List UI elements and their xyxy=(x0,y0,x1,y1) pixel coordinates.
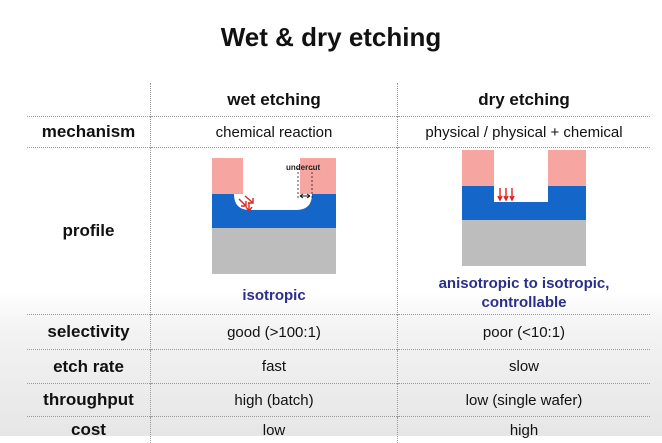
isotropic-arrow-icon xyxy=(239,199,246,206)
column-header-dry: dry etching xyxy=(398,83,651,117)
wet-substrate xyxy=(212,228,336,274)
row-label-profile: profile xyxy=(27,148,151,315)
dry-selectivity: poor (<10:1) xyxy=(398,315,651,350)
header-empty-cell xyxy=(27,83,151,117)
dry-caption-line1: anisotropic to isotropic, xyxy=(398,274,650,293)
dry-etch-rate: slow xyxy=(398,350,651,384)
wet-selectivity: good (>100:1) xyxy=(151,315,398,350)
table-row: etch rate fast slow xyxy=(27,350,650,384)
dry-film-layer xyxy=(462,186,586,220)
dry-mechanism: physical / physical + chemical xyxy=(398,117,651,148)
row-label-etch-rate: etch rate xyxy=(27,350,151,384)
dry-mask-right xyxy=(548,150,586,186)
table-row: throughput high (batch) low (single wafe… xyxy=(27,384,650,417)
wet-profile-caption: isotropic xyxy=(151,286,397,305)
table-row: profile undercut isotropic xyxy=(27,148,650,315)
wet-etch-profile-diagram: undercut xyxy=(212,158,336,274)
row-label-cost: cost xyxy=(27,417,151,443)
comparison-table: wet etching dry etching mechanism chemic… xyxy=(27,83,650,443)
dry-throughput: low (single wafer) xyxy=(398,384,651,417)
anisotropic-arrow-icon xyxy=(504,188,508,200)
isotropic-arrow-icon xyxy=(246,203,252,211)
dry-etch-profile-diagram xyxy=(462,150,586,266)
undercut-arrow-icon xyxy=(300,194,310,198)
wet-cost: low xyxy=(151,417,398,443)
anisotropic-arrow-icon xyxy=(510,188,514,200)
wet-throughput: high (batch) xyxy=(151,384,398,417)
column-header-wet: wet etching xyxy=(151,83,398,117)
dry-cost: high xyxy=(398,417,651,443)
dry-profile-caption: anisotropic to isotropic, controllable xyxy=(398,274,650,312)
wet-mask-left xyxy=(212,158,243,194)
dry-caption-line2: controllable xyxy=(398,293,650,312)
table-row: selectivity good (>100:1) poor (<10:1) xyxy=(27,315,650,350)
wet-profile-cell: undercut isotropic xyxy=(151,148,398,315)
anisotropic-arrow-icon xyxy=(498,188,502,200)
wet-etch-rate: fast xyxy=(151,350,398,384)
wet-film-layer xyxy=(212,194,336,228)
row-label-selectivity: selectivity xyxy=(27,315,151,350)
table-row: mechanism chemical reaction physical / p… xyxy=(27,117,650,148)
wet-mechanism: chemical reaction xyxy=(151,117,398,148)
dry-profile-cell: anisotropic to isotropic, controllable xyxy=(398,148,651,315)
row-label-throughput: throughput xyxy=(27,384,151,417)
header-row: wet etching dry etching xyxy=(27,83,650,117)
table-row: cost low high xyxy=(27,417,650,443)
dry-substrate xyxy=(462,220,586,266)
dry-mask-left xyxy=(462,150,494,186)
undercut-label: undercut xyxy=(286,163,321,172)
row-label-mechanism: mechanism xyxy=(27,117,151,148)
page-title: Wet & dry etching xyxy=(0,22,662,53)
